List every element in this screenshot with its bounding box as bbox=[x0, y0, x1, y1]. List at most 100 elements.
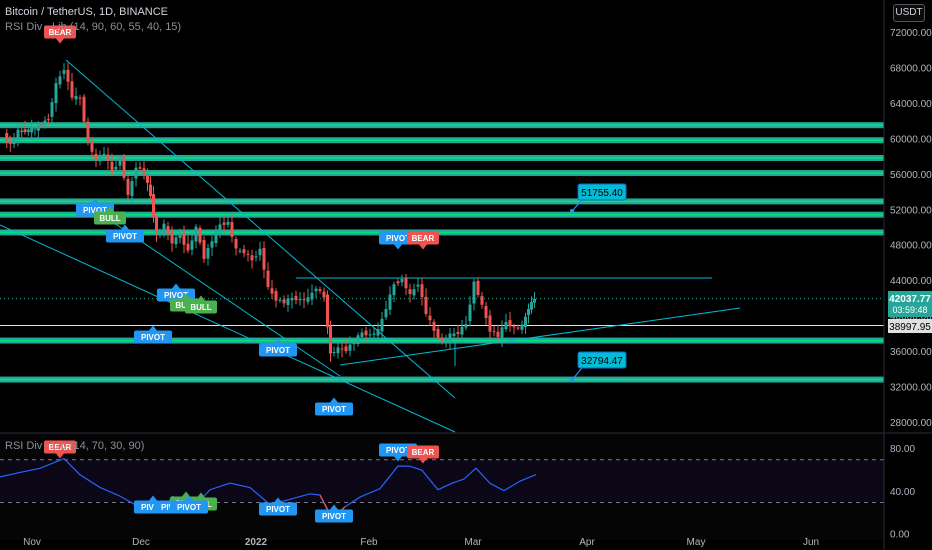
callout-lower-label: 32794.47 bbox=[581, 356, 623, 367]
time-tick-label: Apr bbox=[579, 537, 595, 548]
price-tick-label: 72000.00 bbox=[890, 28, 932, 39]
badge-arrow bbox=[182, 293, 190, 299]
signal-badges: BEARPIVOTBULLPIVOTPIVOTBULLBULLPIVOTPIVO… bbox=[44, 25, 439, 523]
main-indicator-legend[interactable]: RSI Div - Lib (14, 90, 60, 55, 40, 15) bbox=[5, 21, 182, 33]
candle-body bbox=[372, 333, 376, 335]
candle-body bbox=[520, 324, 524, 330]
badge-label: BULL bbox=[99, 214, 120, 223]
signal-badge-bear: BEAR bbox=[407, 445, 439, 464]
candle-body bbox=[138, 167, 142, 169]
candle-body bbox=[66, 69, 70, 82]
badge-box bbox=[259, 343, 297, 357]
candle-body bbox=[448, 333, 452, 341]
badge-label: PIVOT bbox=[386, 446, 410, 455]
candle-body bbox=[452, 333, 456, 336]
candle-body bbox=[332, 352, 336, 354]
candle-body bbox=[110, 161, 114, 173]
badge-label: PIVOT bbox=[322, 405, 346, 414]
candle-body bbox=[158, 231, 162, 236]
badge-label: PIVOT bbox=[266, 346, 290, 355]
price-tick-label: 44000.00 bbox=[890, 276, 932, 287]
candle-body bbox=[94, 153, 98, 159]
candle-body bbox=[149, 184, 152, 197]
trendline bbox=[0, 224, 456, 433]
signal-badge-bull: BULL bbox=[94, 206, 126, 225]
candle-body bbox=[238, 250, 242, 252]
candle-body bbox=[326, 294, 329, 328]
candle-body bbox=[376, 329, 380, 336]
callout-lower[interactable]: 32794.47 bbox=[570, 351, 627, 382]
badge-arrow bbox=[172, 283, 180, 289]
candle-body bbox=[174, 237, 178, 245]
candle-body bbox=[230, 222, 234, 237]
countdown-label: 03:59:48 bbox=[892, 305, 927, 315]
candle-body bbox=[360, 332, 364, 338]
candle-body bbox=[162, 223, 166, 234]
candle-body bbox=[344, 346, 348, 352]
badge-arrow bbox=[185, 495, 193, 501]
candle-body bbox=[432, 321, 436, 331]
signal-badge-pivot: PIVOT bbox=[106, 224, 144, 243]
candle-body bbox=[440, 337, 444, 341]
candle-body bbox=[78, 97, 82, 99]
candle-body bbox=[396, 281, 400, 284]
candle-body bbox=[278, 299, 282, 301]
badge-arrow bbox=[394, 244, 402, 250]
candle-body bbox=[294, 296, 298, 301]
badge-box bbox=[315, 509, 353, 523]
time-tick-label: 2022 bbox=[245, 537, 268, 548]
callout-upper-label: 51755.40 bbox=[581, 188, 623, 199]
candle-body bbox=[36, 125, 40, 131]
callout-upper[interactable]: 51755.40 bbox=[570, 183, 627, 213]
badge-label: BEAR bbox=[412, 234, 435, 243]
candle-body bbox=[58, 76, 62, 85]
rsi-indicator-legend[interactable]: RSI Div - Lib (14, 70, 30, 90) bbox=[5, 440, 145, 452]
badge-label: PIVOT bbox=[83, 206, 107, 215]
candle-body bbox=[242, 249, 246, 254]
badge-arrow bbox=[394, 456, 402, 462]
candle-body bbox=[23, 129, 27, 133]
badge-arrow bbox=[182, 491, 190, 497]
candle-body bbox=[468, 304, 472, 322]
candle-body bbox=[356, 335, 360, 345]
candle-body bbox=[178, 235, 182, 238]
candle-body bbox=[400, 278, 404, 283]
candle-body bbox=[488, 315, 492, 332]
badge-box bbox=[185, 300, 217, 314]
candle-body bbox=[436, 328, 440, 338]
candle-body bbox=[404, 278, 408, 289]
candle-body bbox=[420, 284, 424, 298]
signal-badge-bear: BEAR bbox=[44, 25, 76, 44]
badge-box bbox=[106, 229, 144, 243]
candle-body bbox=[306, 297, 310, 302]
candle-body bbox=[218, 224, 222, 233]
candle-body bbox=[170, 231, 174, 244]
price-tick-label: 68000.00 bbox=[890, 63, 932, 74]
candle-body bbox=[464, 324, 468, 328]
candle-body bbox=[182, 232, 186, 245]
candle-body bbox=[130, 181, 134, 197]
candle-body bbox=[352, 342, 356, 345]
price-axis-markers: 42037.77 03:59:48 38997.95 bbox=[888, 291, 932, 333]
candle-body bbox=[416, 284, 420, 287]
badge-box bbox=[134, 330, 172, 344]
badge-arrow bbox=[149, 495, 157, 501]
badge-label: BEAR bbox=[49, 443, 72, 452]
badge-box bbox=[407, 445, 439, 459]
candle-body bbox=[134, 167, 138, 179]
badge-arrow bbox=[330, 397, 338, 403]
badge-box bbox=[315, 402, 353, 416]
candle-body bbox=[314, 288, 318, 292]
candle-body bbox=[460, 326, 464, 335]
badge-label: PIVOT bbox=[113, 232, 137, 241]
candle-body bbox=[194, 226, 198, 242]
candle-body bbox=[206, 247, 210, 259]
candle-body bbox=[480, 295, 484, 305]
trendline bbox=[65, 59, 456, 399]
badge-arrow bbox=[121, 224, 129, 230]
currency-button[interactable]: USDT bbox=[893, 4, 925, 22]
current-price-tag bbox=[888, 291, 932, 317]
candle-body bbox=[318, 289, 322, 291]
